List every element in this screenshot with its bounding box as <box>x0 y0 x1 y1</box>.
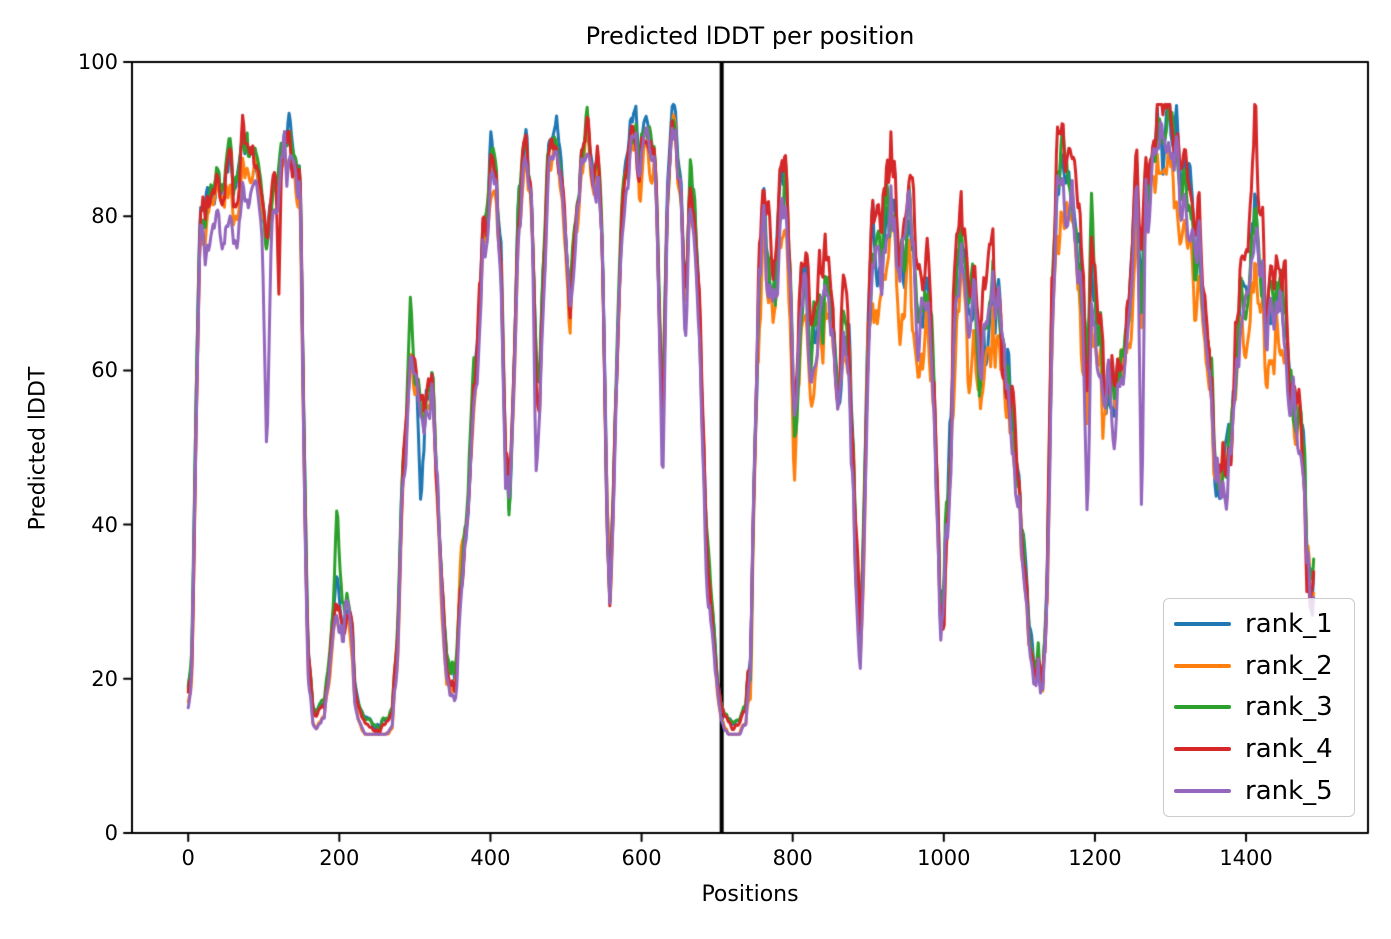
legend-item: rank_5 <box>1164 778 1354 804</box>
x-tick-label: 400 <box>470 846 511 870</box>
legend-line-swatch <box>1174 747 1231 752</box>
x-tick-label: 0 <box>181 846 195 870</box>
y-tick-label: 80 <box>91 204 118 229</box>
legend-item: rank_2 <box>1164 653 1354 679</box>
y-tick-label: 20 <box>91 666 118 691</box>
legend-item: rank_4 <box>1164 736 1354 762</box>
y-tick-label: 0 <box>104 821 118 845</box>
y-tick-label: 60 <box>91 358 118 383</box>
x-tick-label: 200 <box>319 846 360 870</box>
legend-item-label: rank_3 <box>1245 692 1333 723</box>
legend-item-label: rank_1 <box>1245 608 1333 639</box>
y-tick-label: 100 <box>77 50 118 74</box>
legend-line-swatch <box>1174 663 1231 668</box>
legend-line-swatch <box>1174 621 1231 626</box>
legend-line-swatch <box>1174 705 1231 710</box>
legend-item: rank_3 <box>1164 694 1354 720</box>
x-tick-label: 1400 <box>1219 846 1273 870</box>
x-tick-label: 1000 <box>917 846 971 870</box>
x-axis-label: Positions <box>701 882 799 907</box>
legend-item-label: rank_5 <box>1245 776 1333 807</box>
y-tick-label: 40 <box>91 512 118 537</box>
chart-title: Predicted lDDT per position <box>585 22 915 50</box>
legend-item-label: rank_2 <box>1245 650 1333 681</box>
legend-item-label: rank_4 <box>1245 734 1333 765</box>
legend-line-swatch <box>1174 789 1231 794</box>
legend: rank_1 rank_2 rank_3 rank_4 rank_5 <box>1163 598 1355 817</box>
legend-item: rank_1 <box>1164 611 1354 637</box>
x-tick-label: 800 <box>772 846 813 870</box>
x-tick-label: 600 <box>621 846 662 870</box>
x-tick-label: 1200 <box>1068 846 1122 870</box>
